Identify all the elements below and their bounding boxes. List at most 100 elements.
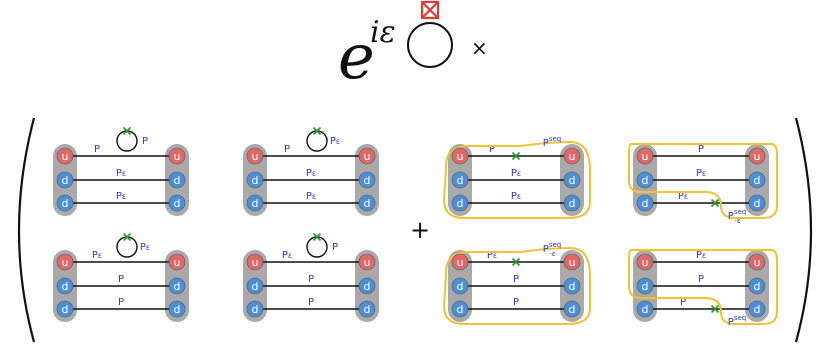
- down-quark-label: d: [642, 174, 649, 187]
- down-quark: [748, 171, 766, 189]
- down-quark: [451, 194, 469, 212]
- insertion-cross: [312, 126, 322, 136]
- line-label: P: [284, 144, 290, 155]
- down-quark-label: d: [642, 197, 649, 210]
- up-quark-label: u: [642, 150, 649, 163]
- down-quark-label: d: [364, 174, 371, 187]
- down-quark: [358, 300, 376, 318]
- down-quark: [451, 300, 469, 318]
- down-quark-label: d: [754, 197, 761, 210]
- down-quark: [748, 194, 766, 212]
- sequential-loop: [442, 140, 591, 219]
- line-label: Pε: [678, 191, 688, 202]
- up-quark: [168, 147, 186, 165]
- down-quark: [168, 300, 186, 318]
- down-quark: [246, 194, 264, 212]
- down-quark-label: d: [642, 280, 649, 293]
- down-quark-label: d: [364, 197, 371, 210]
- insertion-cross: [122, 232, 132, 242]
- down-quark: [563, 277, 581, 295]
- quark-loop: [116, 236, 138, 258]
- down-quark: [246, 171, 264, 189]
- line-label: Pε: [92, 250, 102, 261]
- down-quark-label: d: [754, 280, 761, 293]
- down-quark-label: d: [174, 303, 181, 316]
- up-quark-label: u: [174, 150, 181, 163]
- down-quark-label: d: [252, 280, 259, 293]
- up-quark: [451, 253, 469, 271]
- sequential-loop: [628, 249, 778, 325]
- insertion-cross: [511, 257, 521, 267]
- down-quark: [56, 300, 74, 318]
- up-quark: [748, 253, 766, 271]
- down-quark-label: d: [754, 174, 761, 187]
- line-label: Pε: [116, 168, 126, 179]
- down-quark: [451, 171, 469, 189]
- line-label: Pε: [306, 191, 316, 202]
- down-quark-label: d: [457, 303, 464, 316]
- up-quark: [246, 147, 264, 165]
- quark-loop: [306, 130, 328, 152]
- line-label: Pε: [306, 168, 316, 179]
- up-quark-label: u: [457, 150, 464, 163]
- down-quark-label: d: [62, 303, 69, 316]
- down-quark: [563, 300, 581, 318]
- up-quark-label: u: [642, 256, 649, 269]
- up-quark: [358, 147, 376, 165]
- loop-label: Pε: [330, 136, 340, 147]
- down-quark-label: d: [457, 280, 464, 293]
- down-quark: [56, 194, 74, 212]
- up-quark: [56, 147, 74, 165]
- down-quark-label: d: [569, 174, 576, 187]
- up-quark: [636, 147, 654, 165]
- line-label: P: [680, 297, 686, 308]
- plus-sign: +: [410, 216, 431, 244]
- exp-base: e: [338, 20, 375, 93]
- down-quark-label: d: [364, 280, 371, 293]
- down-quark-label: d: [252, 303, 259, 316]
- down-quark-label: d: [174, 174, 181, 187]
- up-quark: [748, 147, 766, 165]
- operator-box-icon: [420, 0, 440, 20]
- down-quark: [636, 194, 654, 212]
- left-paren: [17, 117, 36, 343]
- down-quark-label: d: [457, 174, 464, 187]
- down-quark-label: d: [62, 197, 69, 210]
- down-quark: [563, 171, 581, 189]
- seq-label: Pseq: [543, 135, 561, 149]
- down-quark: [358, 194, 376, 212]
- up-quark: [563, 147, 581, 165]
- down-quark-label: d: [174, 197, 181, 210]
- line-label: P: [513, 297, 519, 308]
- line-label: Pε: [116, 191, 126, 202]
- down-quark-label: d: [569, 280, 576, 293]
- line-label: P: [698, 274, 704, 285]
- up-quark-label: u: [62, 150, 69, 163]
- up-quark: [451, 147, 469, 165]
- down-quark: [748, 277, 766, 295]
- down-quark: [748, 300, 766, 318]
- line-label: P: [308, 274, 314, 285]
- down-quark: [636, 277, 654, 295]
- down-quark-label: d: [62, 280, 69, 293]
- insertion-cross: [710, 304, 720, 314]
- up-quark-label: u: [252, 256, 259, 269]
- right-paren: [794, 117, 813, 343]
- down-quark: [168, 194, 186, 212]
- down-quark: [563, 194, 581, 212]
- loop-label: Pε: [140, 242, 150, 253]
- down-quark-label: d: [642, 303, 649, 316]
- up-quark-label: u: [569, 150, 576, 163]
- quark-loop: [116, 130, 138, 152]
- line-label: P: [94, 144, 100, 155]
- exp-power: iε: [370, 15, 396, 50]
- down-quark-label: d: [457, 197, 464, 210]
- down-quark: [168, 171, 186, 189]
- down-quark: [358, 277, 376, 295]
